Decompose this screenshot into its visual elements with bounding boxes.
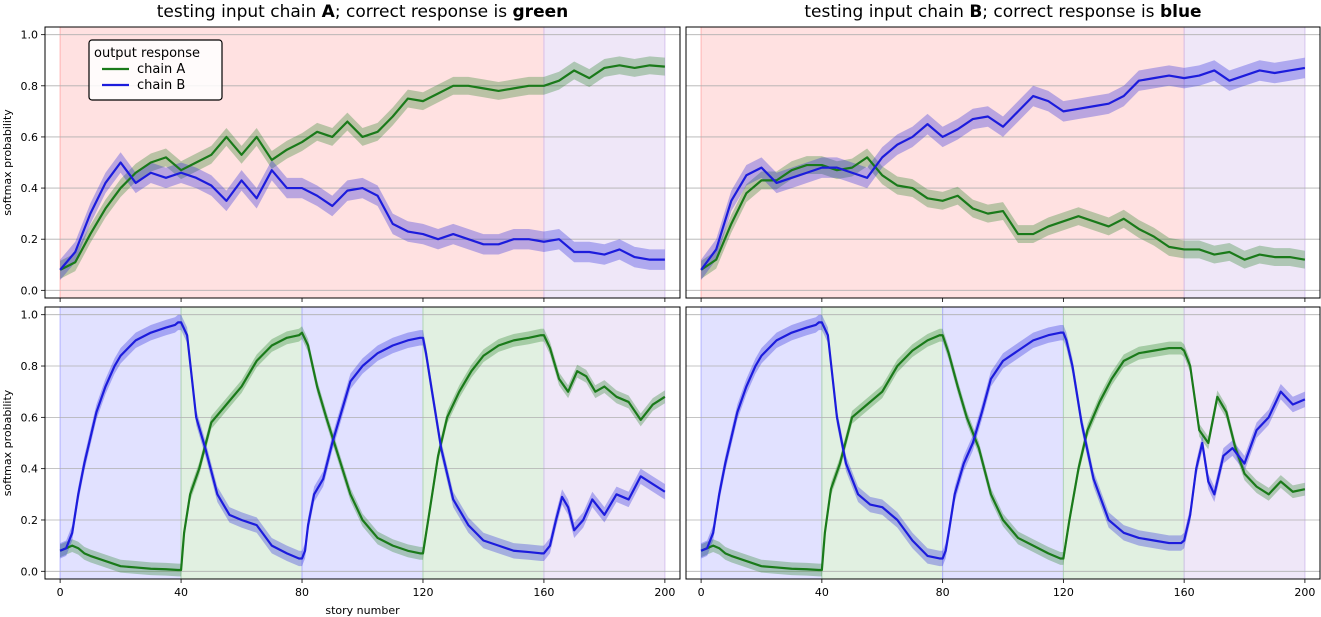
series-line-chain-b [59,161,665,271]
background-band [701,307,822,579]
panel-title: testing input chain B; correct response … [804,2,1201,22]
y-tick-label: 0.2 [21,514,39,527]
y-tick-label: 0.0 [21,565,39,578]
legend-entry: chain A [137,62,185,77]
panel-title-part: ; correct response is [335,2,513,22]
y-axis-label: softmax probability [1,389,14,496]
background-band [302,307,423,579]
axes-frame [44,26,681,299]
legend-title: output response [94,46,200,61]
series-band-chain-a [60,56,665,279]
panel-title-part: testing input chain [804,2,969,22]
y-tick-label: 0.4 [21,182,39,195]
panel-title-part: A [322,2,336,22]
series-line-chain-b [700,66,1306,271]
y-tick-label: 0.0 [21,284,39,297]
x-tick-label: 160 [1174,586,1195,599]
x-tick-label: 120 [412,586,433,599]
y-tick-label: 0.4 [21,463,39,476]
series-line-chain-a [59,64,665,271]
x-tick-label: 80 [936,586,950,599]
axes-frame [685,26,1321,299]
series-band-chain-a [60,326,665,577]
x-tick-label: 200 [654,586,675,599]
background-band [181,307,303,579]
x-tick-label: 200 [1294,586,1315,599]
y-tick-label: 0.6 [21,411,39,424]
x-tick-label: 80 [295,586,309,599]
panel-1: 0.0 0.2 0.4 0.6 0.8 1.0 softmax probability tes… [1,2,681,302]
panel-title-part: ; correct response is [982,2,1160,22]
series-band-chain-b [60,152,665,281]
x-tick-label: 40 [815,586,829,599]
panel-title-part: green [513,2,569,22]
x-axis-label: story number [325,604,400,617]
panel-4: 0 40 80 120 160 200 [685,306,1321,599]
panel-title: testing input chain A; correct response … [157,2,568,22]
background-band [1184,307,1305,579]
panel-title-part: testing input chain [157,2,322,22]
panel-3: 0.0 0.2 0.4 0.6 0.8 1.0 0 40 80 120 160 200 softmax … [1,306,681,617]
x-tick-label: 160 [533,586,554,599]
y-tick-label: 0.2 [21,233,39,246]
background-band [422,307,544,579]
background-band [543,27,665,298]
panel-title-part: B [969,2,982,22]
x-tick-label: 0 [698,586,705,599]
y-tick-label: 0.8 [21,360,39,373]
y-tick-label: 0.6 [21,131,39,144]
y-axis-label: softmax probability [1,109,14,216]
legend-entry: chain B [137,78,185,93]
x-tick-label: 120 [1053,586,1074,599]
background-band [543,307,665,579]
series-band-chain-b [701,314,1305,567]
series-line-chain-a [59,331,666,572]
y-tick-label: 1.0 [21,29,39,42]
x-tick-label: 40 [174,586,188,599]
panel-2: testing input chain B; correct response … [685,2,1321,302]
axes-frame [44,306,681,580]
background-band [60,307,182,579]
series-band-chain-b [701,57,1305,281]
y-tick-label: 0.8 [21,80,39,93]
background-band [942,307,1064,579]
series-line-chain-b [700,321,1306,560]
series-band-chain-a [701,148,1305,279]
axes-frame [685,306,1321,580]
series-line-chain-a [700,156,1306,271]
series-line-chain-a [700,334,1306,572]
background-band [701,27,1185,298]
series-line-chain-b [59,321,666,560]
y-tick-label: 1.0 [21,309,39,322]
x-tick-label: 0 [57,586,64,599]
panel-title-part: blue [1160,2,1202,22]
